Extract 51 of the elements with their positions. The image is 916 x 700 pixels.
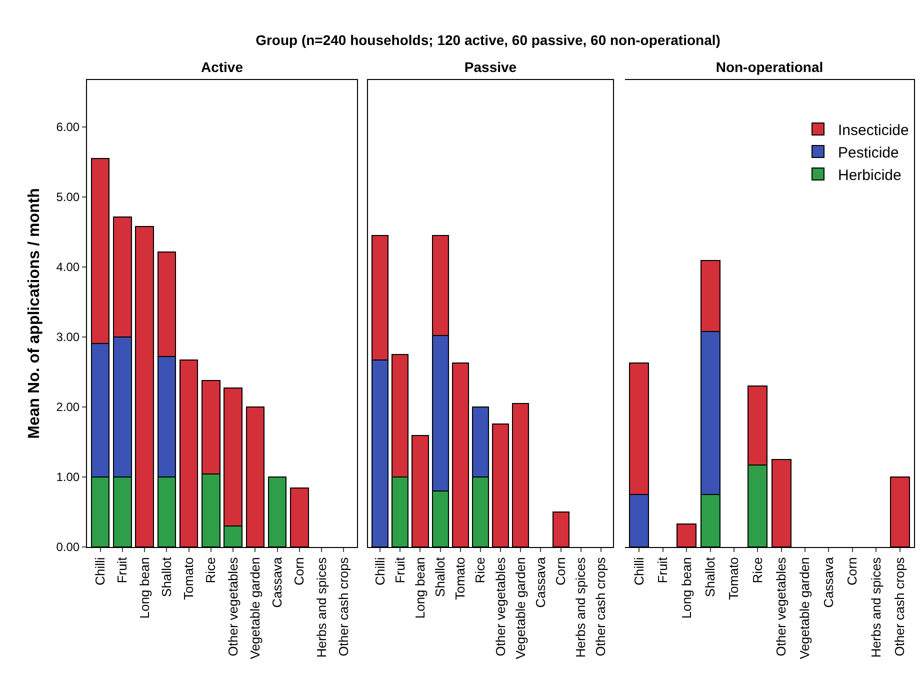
x-tick-label: Corn — [844, 557, 860, 586]
x-tick-label: Herbs and spices — [573, 556, 588, 658]
legend-label: Herbicide — [838, 166, 902, 184]
y-tick-label: 0.00 — [56, 540, 80, 554]
x-tick-label: Cassava — [820, 556, 836, 608]
x-tick-label: Fruit — [392, 556, 408, 584]
x-tick-label: Other vegetables — [774, 556, 789, 656]
y-tick-label: 1.00 — [56, 470, 80, 484]
chart-title: Active — [200, 58, 244, 75]
x-tick-label: Other cash crops — [336, 556, 351, 656]
x-tick-label: Long bean — [678, 557, 694, 619]
y-tick-label: 3.00 — [56, 330, 80, 344]
x-tick-label: Long bean — [412, 557, 428, 619]
x-tick-label: Chilli — [372, 557, 388, 586]
x-tick-label: Rice — [472, 557, 488, 584]
x-tick-label: Cassava — [270, 556, 285, 608]
legend-label: Pesticide — [838, 144, 899, 162]
x-tick-label: Herbs and spices — [868, 556, 884, 658]
x-tick-label: Tomato — [452, 557, 468, 600]
x-tick-label: Chilli — [631, 557, 646, 586]
x-tick-label: Herbs and spices — [314, 556, 329, 658]
x-tick-label: Rice — [750, 557, 765, 584]
chart-title: Passive — [464, 58, 517, 75]
text: Group (n=240 households; 120 active, 60 passive, 60 non-operational) — [254, 32, 722, 48]
x-tick-label: Other cash crops — [593, 556, 608, 656]
y-tick-label: 5.00 — [56, 190, 80, 204]
x-tick-label: Chilli — [92, 557, 108, 586]
x-tick-label: Vegetable garden — [512, 557, 528, 660]
y-tick-label: 6.00 — [56, 120, 80, 134]
x-tick-label: Corn — [292, 557, 307, 586]
x-tick-label: Tomato — [181, 557, 196, 600]
legend-label: Insecticide — [838, 122, 909, 139]
x-tick-label: Shallot — [158, 556, 174, 597]
chart-title: Non-operational — [716, 58, 824, 75]
x-tick-label: Long bean — [136, 557, 152, 619]
x-tick-label: Shallot — [432, 556, 448, 597]
x-tick-label: Rice — [203, 557, 218, 584]
x-tick-label: Tomato — [726, 557, 742, 600]
x-tick-label: Other vegetables — [492, 556, 508, 656]
y-axis-title: Mean No. of applications / month — [26, 188, 44, 439]
x-tick-label: Cassava — [532, 556, 548, 608]
y-tick-label: 2.00 — [56, 400, 80, 414]
x-tick-label: Fruit — [114, 556, 130, 584]
x-tick-label: Other vegetables — [225, 556, 240, 656]
x-tick-label: Vegetable garden — [797, 557, 812, 660]
x-tick-label: Fruit — [655, 556, 670, 584]
x-tick-label: Vegetable garden — [247, 557, 262, 660]
x-tick-label: Other cash crops — [892, 556, 908, 656]
y-tick-label: 4.00 — [56, 260, 80, 274]
x-tick-label: Shallot — [702, 556, 718, 597]
x-tick-label: Corn — [553, 557, 568, 586]
